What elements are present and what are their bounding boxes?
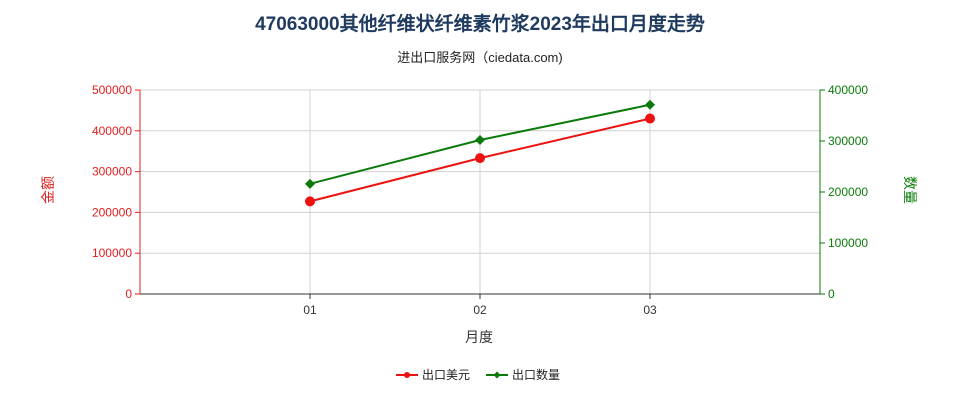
data-point-diamond	[645, 99, 655, 110]
y-axis-right-label: 数量	[902, 176, 918, 204]
grid	[140, 89, 820, 295]
y-left-tick-label: 500000	[92, 83, 132, 97]
series-layer	[305, 99, 655, 207]
legend-marker-diamond	[493, 371, 501, 379]
data-point-circle	[305, 196, 315, 207]
chart-subtitle: 进出口服务网（ciedata.com)	[397, 50, 562, 65]
x-axis-label: 月度	[465, 329, 493, 345]
y-right-tick-label: 100000	[828, 236, 868, 250]
legend-label-1: 出口数量	[512, 367, 560, 382]
y-right-tick-label: 200000	[828, 185, 868, 199]
y-left-tick-label: 400000	[92, 124, 132, 138]
x-tick-label: 02	[473, 303, 487, 317]
chart-title: 47063000其他纤维状纤维素竹浆2023年出口月度走势	[255, 12, 705, 35]
x-tick-label: 01	[303, 303, 317, 317]
data-point-diamond	[305, 178, 315, 189]
legend-label-0: 出口美元	[422, 368, 470, 382]
y-right-tick-label: 0	[828, 287, 835, 301]
data-point-circle	[475, 153, 485, 164]
y-left-tick-label: 300000	[92, 165, 132, 179]
y-axis-left-label: 金额	[40, 176, 56, 204]
tick-labels: 0 100000 200000 300000 400000 500000 0 100000 20…	[92, 83, 868, 317]
y-right-tick-label: 300000	[828, 134, 868, 148]
y-left-tick-label: 200000	[92, 205, 132, 219]
y-right-tick-label: 400000	[828, 83, 868, 97]
data-point-circle	[645, 113, 655, 124]
x-tick-label: 03	[643, 303, 657, 317]
y-left-tick-label: 100000	[92, 246, 132, 260]
y-left-tick-label: 0	[125, 287, 132, 301]
legend-marker-circle	[404, 372, 410, 378]
data-point-diamond	[475, 134, 485, 145]
legend: 出口美元 出口数量	[396, 367, 560, 382]
axes	[135, 89, 825, 299]
